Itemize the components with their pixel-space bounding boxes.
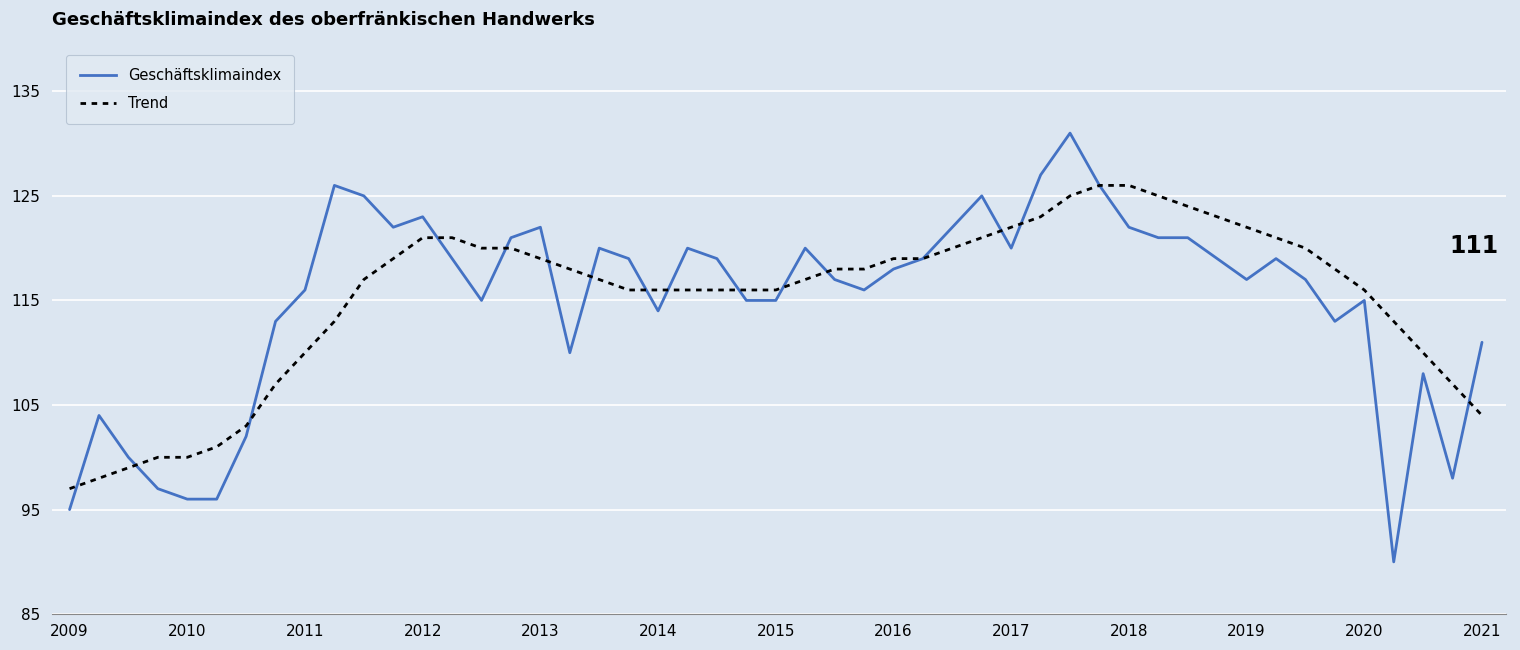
Text: Geschäftsklimaindex des oberfränkischen Handwerks: Geschäftsklimaindex des oberfränkischen …	[52, 11, 594, 29]
Legend: Geschäftsklimaindex, Trend: Geschäftsklimaindex, Trend	[67, 55, 293, 124]
Text: 111: 111	[1449, 235, 1499, 259]
